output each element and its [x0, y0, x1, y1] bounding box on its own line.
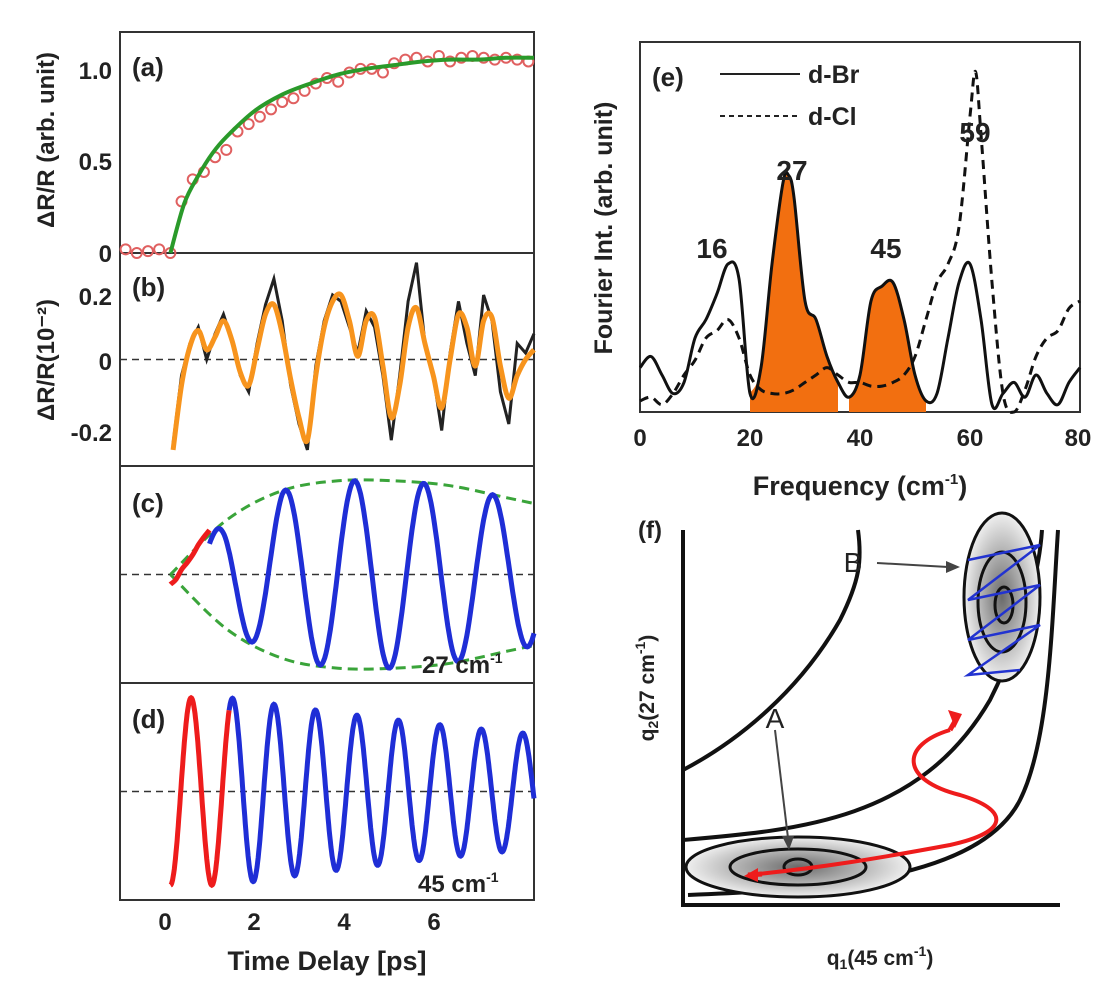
- panel-a-data-point: [220, 143, 233, 156]
- panel-a-data-point: [253, 110, 266, 123]
- panel-a-data-point: [153, 243, 166, 256]
- pointer-A-line: [774, 729, 789, 839]
- panel-d-annotation: 45 cm-1: [418, 869, 499, 898]
- panel-e-series-dbr: [638, 170, 1082, 411]
- panel-a-data-point: [141, 245, 154, 258]
- panel-a-data-point: [376, 66, 389, 79]
- well-A-label: A: [766, 703, 785, 734]
- panel-a-data-point: [130, 247, 143, 259]
- trajectory-arrow-top: [948, 710, 962, 728]
- legend-label-dbr: d-Br: [808, 61, 860, 89]
- well-A-outer: [684, 835, 912, 899]
- panel-e-frame: [639, 41, 1081, 413]
- panel-a-ytick-2: 1.0: [79, 58, 112, 85]
- pointer-B-head: [946, 561, 960, 573]
- panel-e-xlabel: Frequency (cm-1): [753, 471, 967, 501]
- peak-label-59: 59: [959, 117, 990, 148]
- panel-e-xtick-3: 60: [957, 425, 984, 452]
- panel-e-fill-region-0: [750, 172, 838, 412]
- panel-a-ytick-1: 0.5: [79, 149, 112, 176]
- panel-b-plot: [120, 262, 536, 451]
- panel-d-xlabel: Time Delay [ps]: [227, 946, 426, 976]
- panel-a-data-point: [287, 92, 300, 105]
- panel-d-xtick-3: 6: [427, 909, 440, 936]
- svg-text:ΔR/R(10⁻²): ΔR/R(10⁻²): [33, 299, 60, 421]
- panel-d-initial-segment: [168, 694, 232, 889]
- panel-a-data-point: [265, 103, 278, 116]
- peak-label-27: 27: [776, 155, 807, 186]
- legend-label-dcl: d-Cl: [808, 103, 857, 131]
- panel-a-ylabel: ΔR/R (arb. unit): [33, 52, 60, 228]
- panel-a-data-point: [242, 118, 255, 131]
- trajectory-path: [747, 728, 999, 877]
- panel-d-plot: [120, 694, 537, 889]
- panel-e-label: (e): [652, 62, 684, 92]
- panel-b-label: (b): [132, 272, 165, 302]
- contour-outer-left: [682, 529, 862, 772]
- panel-b-ytick-1: 0: [99, 349, 112, 376]
- panel-a-ytick-0: 0: [99, 241, 112, 268]
- panel-d-xtick-2: 4: [337, 909, 351, 936]
- pointer-A-head: [782, 836, 794, 850]
- well-B-oscillation: [963, 543, 1041, 677]
- trajectory-arrow-left: [744, 868, 758, 882]
- panel-c-annotation: 27 cm-1: [422, 650, 503, 679]
- diagram-y-label: q2(27 cm-1): [632, 635, 661, 742]
- panel-e-xtick-1: 20: [737, 425, 764, 452]
- panel-e-plot: [638, 70, 1082, 414]
- panel-e-ylabel: Fourier Int. (arb. unit): [590, 102, 618, 355]
- panel-b-ytick-0: -0.2: [71, 420, 112, 447]
- panel-b-ylabel: ΔR/R(10⁻²): [33, 299, 60, 421]
- panel-c-label: (c): [132, 488, 164, 518]
- panel-f-label: (f): [638, 517, 662, 544]
- panel-e-series-dcl: [639, 70, 1081, 414]
- panel-d-xtick-0: 0: [158, 909, 171, 936]
- pointer-B-line: [876, 562, 949, 568]
- panel-e-xtick-4: 80: [1065, 425, 1092, 452]
- diagram-x-label: q1(45 cm-1): [827, 943, 934, 972]
- panel-a-fit-line: [168, 55, 535, 254]
- panel-a-data-point: [276, 95, 289, 108]
- panel-e-xtick-0: 0: [633, 425, 646, 452]
- panel-a-data-point: [119, 243, 132, 256]
- potential-diagram: A B (f) q2(27 cm-1) q1(45 cm-1): [632, 511, 1060, 972]
- panel-a-plot: [119, 49, 535, 259]
- panel-a-frame: [119, 31, 535, 254]
- well-B-label: B: [844, 547, 863, 578]
- panel-d-oscillation: [226, 695, 537, 885]
- well-B-outer: [962, 511, 1042, 683]
- peak-label-45: 45: [870, 233, 901, 264]
- panel-b-ytick-2: 0.2: [79, 284, 112, 311]
- peak-label-16: 16: [696, 233, 727, 264]
- diagram-axes: [681, 530, 1060, 907]
- panel-c-plot: [120, 478, 537, 671]
- panel-e-fill-region-1: [849, 280, 926, 412]
- panel-a-label: (a): [132, 52, 164, 82]
- panel-c-oscillation: [207, 478, 537, 671]
- panel-a-data-point: [332, 75, 345, 88]
- panel-d-xtick-1: 2: [247, 909, 260, 936]
- panel-c-initial-segment: [168, 528, 212, 587]
- well-A-mid: [728, 847, 868, 887]
- panel-d-label: (d): [132, 704, 165, 734]
- panel-b-fit-line: [170, 291, 536, 451]
- panel-b-ylabel-group: ΔR/R(10⁻²): [33, 299, 60, 421]
- panel-e-xtick-2: 40: [847, 425, 874, 452]
